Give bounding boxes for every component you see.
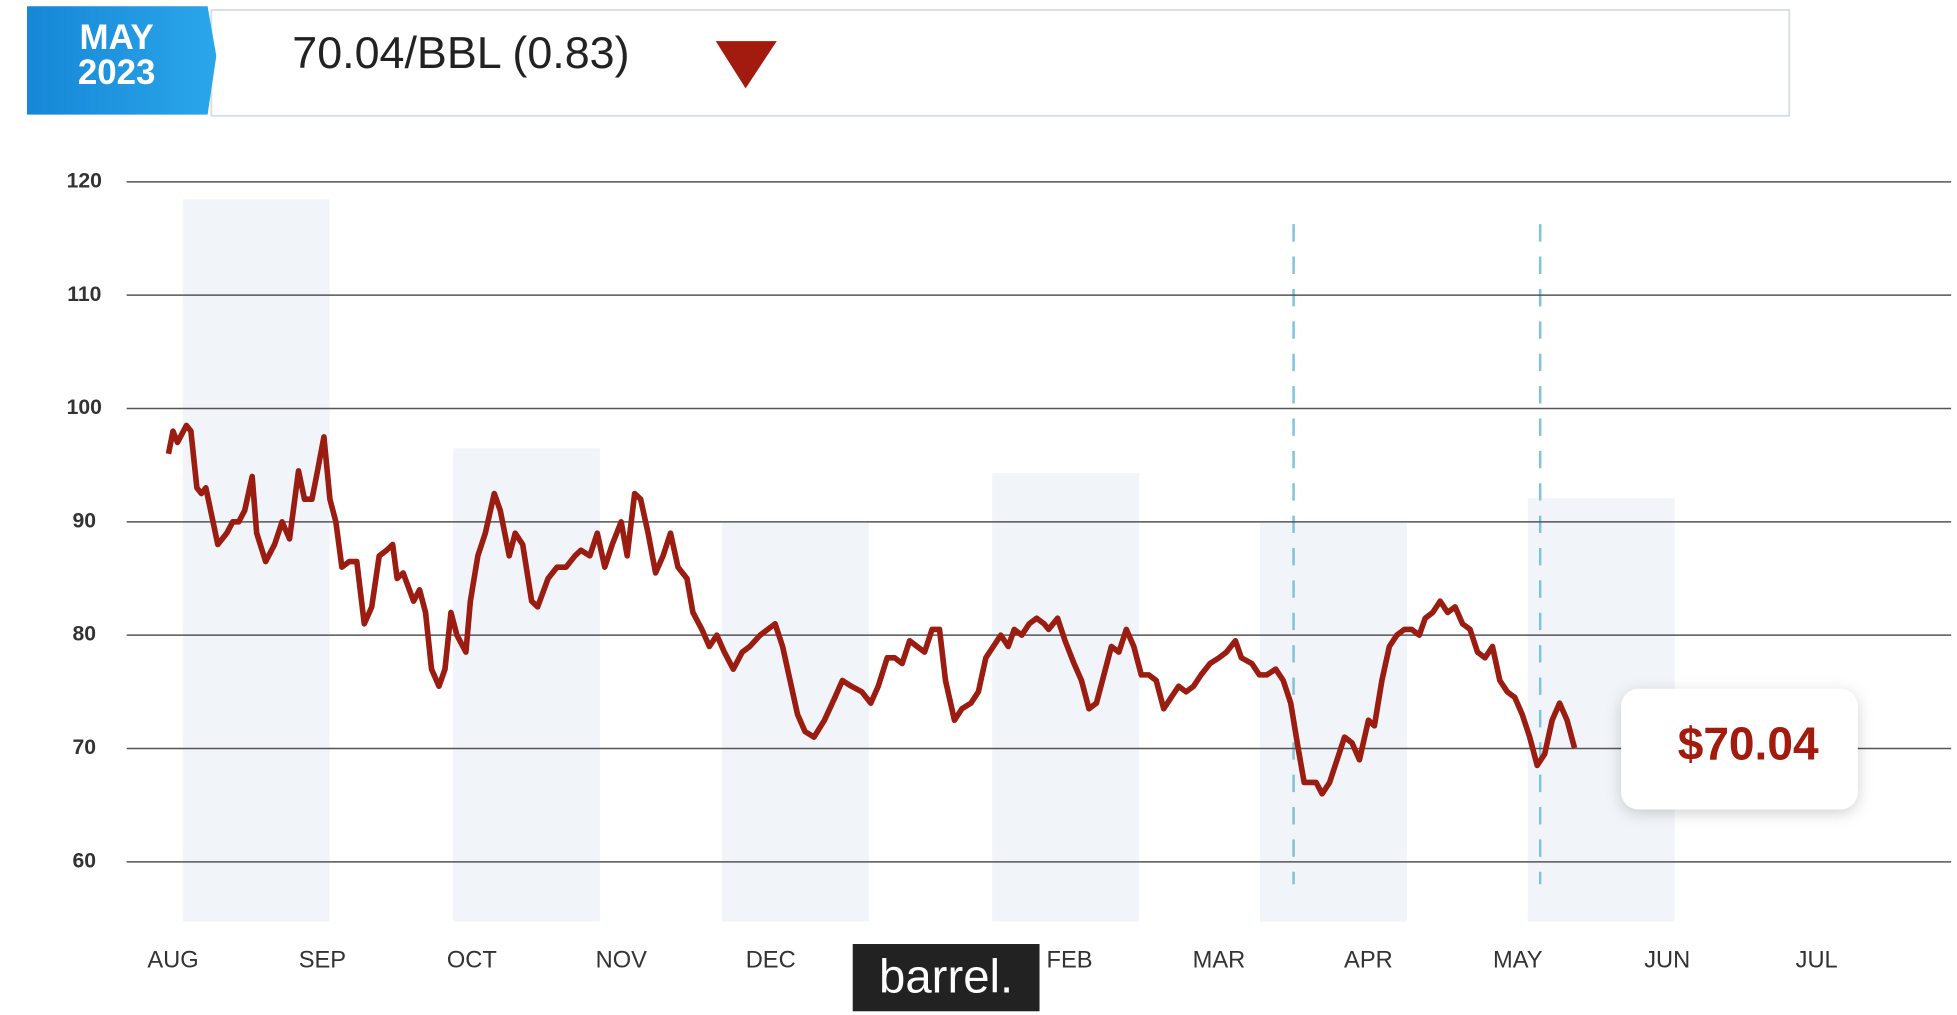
y-tick-label: 110 [67, 283, 101, 306]
x-tick-label: DEC [746, 948, 796, 974]
callout-box [1621, 688, 1858, 810]
date-badge [27, 6, 217, 115]
y-tick-label: 100 [67, 396, 102, 419]
y-tick-label: 60 [73, 849, 97, 872]
dashed-markers [1292, 224, 1542, 885]
y-tick-label: 70 [73, 736, 97, 759]
plot: 60708090100110120AUGSEPOCTNOVDECJANFEBMA… [67, 169, 1952, 974]
badge-year: 2023 [78, 53, 156, 92]
x-tick-label: APR [1344, 948, 1393, 974]
header-box [210, 9, 1791, 117]
x-tick-label: MAY [1493, 948, 1543, 974]
badge-month: MAY [80, 18, 154, 57]
x-tick-label: NOV [596, 948, 647, 974]
x-tick-label: AUG [147, 948, 198, 974]
x-tick-label: JUL [1796, 948, 1838, 974]
y-tick-label: 90 [73, 509, 97, 532]
x-tick-label: JUN [1644, 948, 1690, 974]
x-tick-label: FEB [1047, 948, 1093, 974]
bands [182, 199, 1675, 922]
price-line [165, 422, 1578, 797]
y-tick-label: 80 [73, 623, 97, 646]
x-tick-label: OCT [447, 948, 497, 974]
caption-box [852, 944, 1040, 1012]
price-header: 70.04/BBL (0.83) [292, 27, 629, 78]
down-arrow [715, 41, 777, 89]
callout-price: $70.04 [1678, 717, 1819, 769]
caption: barrel. [879, 951, 1013, 1004]
x-tick-label: SEP [299, 948, 346, 974]
y-tick-label: 120 [67, 169, 102, 192]
x-tick-label: MAR [1193, 948, 1246, 974]
